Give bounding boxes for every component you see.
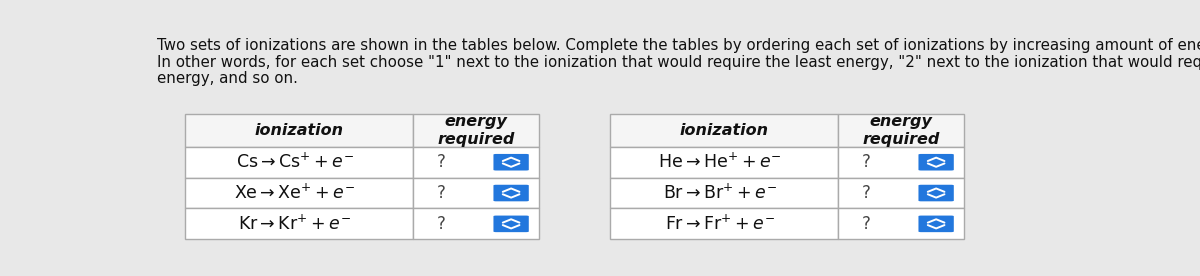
Text: ?: ?: [437, 215, 445, 233]
Bar: [413, 178, 539, 208]
Bar: [185, 208, 413, 239]
Text: $\mathrm{He} \rightarrow \mathrm{He}^{+} + e^{-}$: $\mathrm{He} \rightarrow \mathrm{He}^{+}…: [658, 153, 781, 172]
Text: Two sets of ionizations are shown in the tables below. Complete the tables by or: Two sets of ionizations are shown in the…: [157, 38, 1200, 54]
FancyBboxPatch shape: [918, 216, 954, 232]
Bar: [185, 114, 413, 147]
Bar: [413, 147, 539, 178]
Text: ?: ?: [437, 153, 445, 171]
Bar: [611, 208, 839, 239]
Bar: [611, 147, 839, 178]
Text: ?: ?: [437, 184, 445, 202]
Text: energy
required: energy required: [863, 113, 940, 147]
Bar: [185, 178, 413, 208]
Bar: [839, 208, 964, 239]
FancyBboxPatch shape: [493, 216, 529, 232]
Text: $\mathrm{Cs} \rightarrow \mathrm{Cs}^{+} + e^{-}$: $\mathrm{Cs} \rightarrow \mathrm{Cs}^{+}…: [235, 153, 354, 172]
Text: ionization: ionization: [679, 123, 769, 138]
FancyBboxPatch shape: [493, 154, 529, 171]
Text: ionization: ionization: [254, 123, 343, 138]
Text: $\mathrm{Xe} \rightarrow \mathrm{Xe}^{+} + e^{-}$: $\mathrm{Xe} \rightarrow \mathrm{Xe}^{+}…: [234, 183, 355, 203]
Bar: [611, 114, 839, 147]
Bar: [185, 147, 413, 178]
Bar: [839, 114, 964, 147]
Bar: [611, 178, 839, 208]
Bar: [413, 114, 539, 147]
Bar: [839, 178, 964, 208]
Bar: [839, 147, 964, 178]
Text: ?: ?: [862, 153, 870, 171]
Text: In other words, for each set choose "1" next to the ionization that would requir: In other words, for each set choose "1" …: [157, 55, 1200, 70]
Text: $\mathrm{Fr} \rightarrow \mathrm{Fr}^{+} + e^{-}$: $\mathrm{Fr} \rightarrow \mathrm{Fr}^{+}…: [665, 214, 775, 233]
Text: energy, and so on.: energy, and so on.: [157, 71, 299, 86]
Text: $\mathrm{Br} \rightarrow \mathrm{Br}^{+} + e^{-}$: $\mathrm{Br} \rightarrow \mathrm{Br}^{+}…: [662, 183, 776, 203]
FancyBboxPatch shape: [493, 185, 529, 201]
Text: $\mathrm{Kr} \rightarrow \mathrm{Kr}^{+} + e^{-}$: $\mathrm{Kr} \rightarrow \mathrm{Kr}^{+}…: [239, 214, 352, 233]
Text: ?: ?: [862, 215, 870, 233]
Text: energy
required: energy required: [437, 113, 515, 147]
FancyBboxPatch shape: [918, 185, 954, 201]
Bar: [413, 208, 539, 239]
Text: ?: ?: [862, 184, 870, 202]
FancyBboxPatch shape: [918, 154, 954, 171]
